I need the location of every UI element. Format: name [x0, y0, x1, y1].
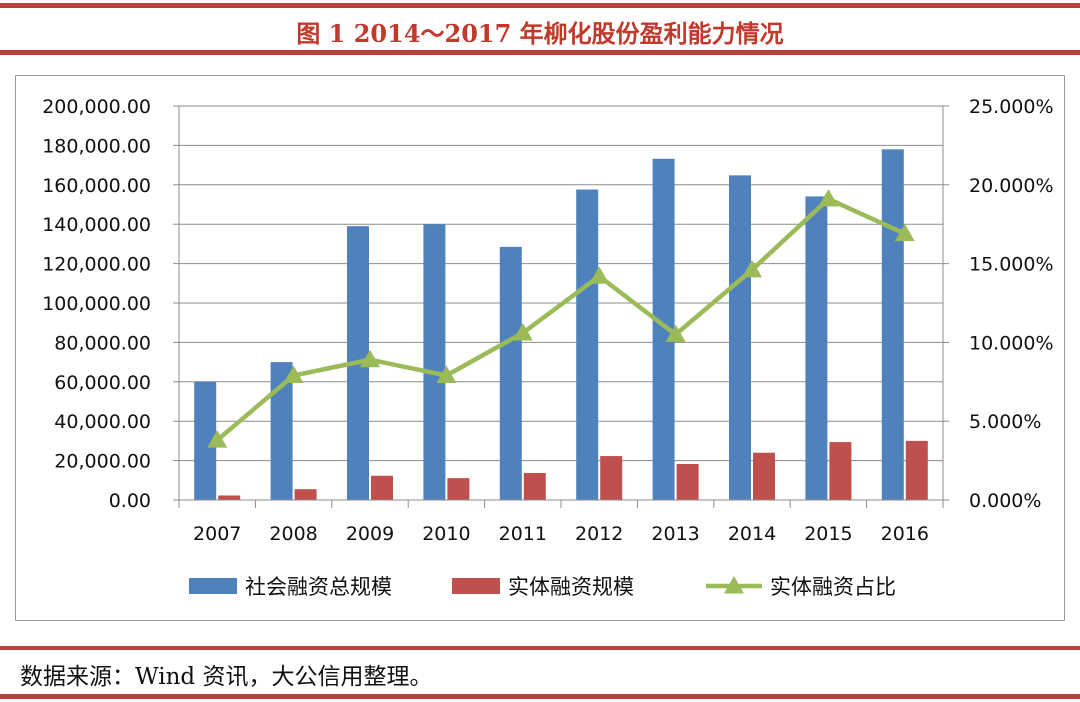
- bar-entity: [294, 489, 317, 500]
- left-tick-label: 20,000.00: [54, 451, 151, 473]
- x-tick-label: 2016: [881, 523, 929, 545]
- ratio-point: [589, 266, 610, 284]
- source-note: 数据来源：Wind 资讯，大公信用整理。: [20, 664, 433, 690]
- legend-label-ratio: 实体融资占比: [770, 575, 896, 599]
- bar-entity: [218, 495, 241, 500]
- bar-total: [805, 196, 828, 500]
- x-tick-label: 2009: [346, 523, 394, 545]
- bar-total: [270, 362, 293, 500]
- ratio-point: [665, 324, 686, 343]
- legend-label-total: 社会融资总规模: [245, 575, 392, 599]
- x-tick-label: 2008: [269, 523, 317, 545]
- left-tick-label: 40,000.00: [54, 411, 151, 433]
- left-tick-label: 160,000.00: [42, 175, 151, 197]
- right-tick-label: 10.000%: [969, 332, 1054, 354]
- bar-entity: [600, 456, 623, 500]
- left-tick-label: 200,000.00: [42, 96, 151, 118]
- right-tick-label: 15.000%: [969, 254, 1054, 276]
- bar-total: [576, 189, 599, 500]
- left-tick-label: 100,000.00: [42, 293, 151, 315]
- bottom-rule: [0, 694, 1080, 699]
- x-tick-label: 2007: [193, 523, 241, 545]
- x-tick-label: 2015: [804, 523, 852, 545]
- bar-total: [499, 246, 522, 500]
- right-tick-label: 5.000%: [969, 411, 1041, 433]
- top-rule: [0, 3, 1080, 8]
- bar-entity: [905, 440, 928, 500]
- left-tick-label: 180,000.00: [42, 135, 151, 157]
- x-tick-label: 2014: [728, 523, 776, 545]
- left-tick-label: 0.00: [109, 490, 151, 512]
- ratio-line: [215, 196, 906, 442]
- bar-total: [423, 224, 446, 500]
- right-tick-label: 20.000%: [969, 175, 1054, 197]
- left-tick-label: 140,000.00: [42, 214, 151, 236]
- x-tick-label: 2013: [651, 523, 699, 545]
- left-tick-label: 80,000.00: [54, 332, 151, 354]
- x-tick-label: 2011: [499, 523, 547, 545]
- ratio-point: [512, 322, 533, 341]
- bar-total: [729, 175, 751, 500]
- ratio-point: [436, 365, 457, 383]
- figure-title: 图 1 2014～2017 年柳化股份盈利能力情况: [296, 19, 784, 48]
- chart: 0.00 20,000.00 40,000.00 60,000.00 80,000.00…: [42, 96, 1054, 599]
- ratio-point: [207, 430, 228, 448]
- ratio-point: [360, 349, 380, 368]
- legend-swatch-ratio-marker: [724, 576, 744, 594]
- source-top-rule: [0, 646, 1080, 650]
- ratio-point: [894, 223, 915, 242]
- left-tick-label: 120,000.00: [42, 254, 151, 276]
- bar-total: [652, 158, 675, 500]
- bar-entity: [753, 452, 775, 500]
- bar-total: [881, 149, 904, 500]
- right-tick-label: 25.000%: [969, 96, 1054, 118]
- title-rule: [0, 50, 1080, 55]
- bar-entity: [829, 442, 852, 500]
- legend-swatch-entity: [452, 578, 500, 594]
- x-tick-label: 2010: [422, 523, 470, 545]
- ratio-point: [742, 259, 762, 278]
- bar-entity: [447, 478, 470, 500]
- ratio-point: [818, 188, 839, 207]
- legend-label-entity: 实体融资规模: [508, 575, 634, 599]
- legend-swatch-total: [189, 578, 237, 594]
- bar-entity: [371, 475, 393, 500]
- x-tick-label: 2012: [575, 523, 623, 545]
- right-tick-label: 0.000%: [969, 490, 1041, 512]
- chart-frame: 0.00 20,000.00 40,000.00 60,000.00 80,000.00…: [15, 75, 1065, 621]
- bar-entity: [676, 463, 699, 500]
- left-tick-label: 60,000.00: [54, 372, 151, 394]
- bar-total: [194, 381, 217, 500]
- bar-entity: [523, 473, 546, 500]
- ratio-point: [283, 365, 304, 383]
